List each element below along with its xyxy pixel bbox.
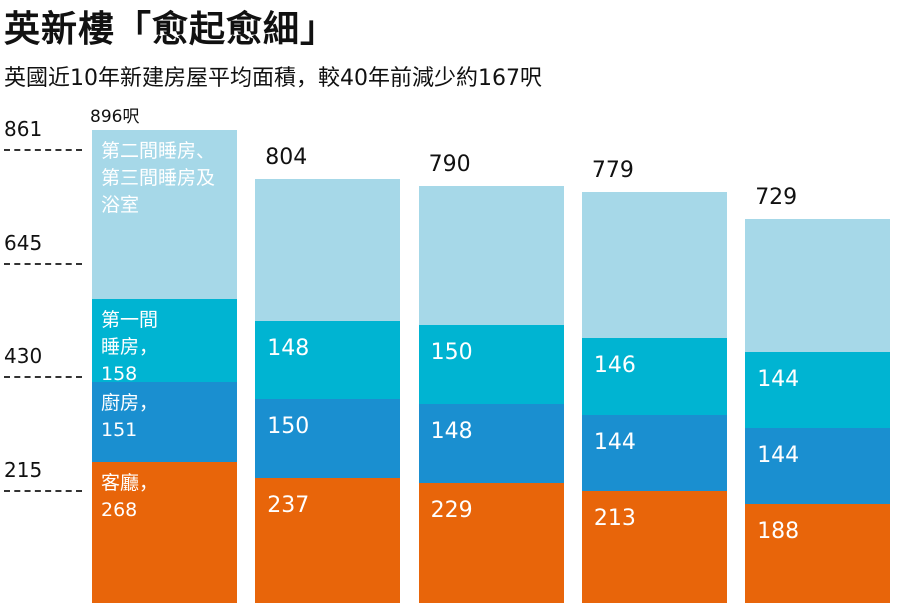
grid-line <box>4 489 82 492</box>
value-label: 148 <box>430 419 473 445</box>
bar-segment <box>418 186 564 326</box>
bar-segment: 廚房， 151 <box>92 382 237 462</box>
value-label: 150 <box>430 340 473 366</box>
value-label: 188 <box>757 519 800 545</box>
y-tick-label: 215 <box>4 457 43 482</box>
segment-label: 144 <box>757 364 799 395</box>
series-name: 廚房， <box>101 392 159 415</box>
bar-segment <box>255 178 401 322</box>
bar-segment: 150 <box>418 325 564 405</box>
grid-line <box>4 376 82 379</box>
y-tick-label: 645 <box>4 230 43 255</box>
value-label: 213 <box>593 506 636 532</box>
segment-label: 229 <box>431 495 473 526</box>
value-label: 237 <box>267 493 310 519</box>
value-label: 144 <box>757 367 800 393</box>
series-name: 第一間睡房， <box>101 308 159 358</box>
value-label: 144 <box>593 430 636 455</box>
total-label: 804 <box>265 144 308 170</box>
segment-label: 150 <box>267 411 309 442</box>
value-label: 229 <box>430 497 473 523</box>
bar-segment: 148 <box>418 404 564 483</box>
value-label: 144 <box>757 443 800 469</box>
bar-segment: 144 <box>745 352 891 429</box>
bar-segment: 146 <box>581 337 727 415</box>
series-name: 客廳， <box>101 471 159 494</box>
segment-label: 廚房， 151 <box>101 390 164 444</box>
value-label: 268 <box>101 498 138 521</box>
segment-label: 146 <box>594 350 636 381</box>
bar-segment: 客廳， 268 <box>92 461 237 603</box>
value-label: 148 <box>267 336 310 362</box>
bar-segment: 237 <box>255 478 401 603</box>
bar-segment: 148 <box>255 321 401 400</box>
value-label: 158 <box>101 362 138 385</box>
bar-segment <box>581 192 727 338</box>
segment-label: 188 <box>757 516 799 547</box>
page: 英新樓「愈起愈細」 英國近10年新建房屋平均面積，較40年前減少約167呎 ((… <box>4 9 891 603</box>
grid-line <box>4 148 82 151</box>
segment-label: 144 <box>594 427 636 458</box>
bar-segment: 第一間睡房， 158 <box>92 298 237 385</box>
bar-segment: 229 <box>418 482 564 603</box>
bar-segment: 第二間睡房、第三間睡房及浴室 <box>92 130 237 299</box>
grid-line <box>4 262 82 265</box>
segment-label: 148 <box>267 333 309 364</box>
series-name: 第二間睡房、第三間睡房及浴室 <box>101 140 216 217</box>
chart-subtitle: 英國近10年新建房屋平均面積，較40年前減少約167呎 <box>4 66 542 91</box>
total-label: 779 <box>591 158 634 184</box>
y-tick-label: 861 <box>4 116 43 141</box>
segment-label: 客廳， 268 <box>101 470 164 524</box>
segment-label: 237 <box>267 490 309 521</box>
value-label: 150 <box>267 414 310 440</box>
total-label: 896呎 <box>90 107 140 128</box>
segment-label: 150 <box>431 337 473 368</box>
segment-label: 148 <box>431 416 473 447</box>
value-label: 151 <box>101 419 138 442</box>
y-tick-label: 430 <box>4 344 43 369</box>
segment-label: 144 <box>757 440 799 471</box>
bar-segment: 213 <box>581 491 727 603</box>
total-label: 790 <box>428 152 471 178</box>
segment-label: 第二間睡房、第三間睡房及浴室 <box>101 138 219 219</box>
chart-title: 英新樓「愈起愈細」 <box>4 9 338 50</box>
bar-segment: 188 <box>745 504 891 603</box>
value-label: 146 <box>593 352 636 378</box>
bar-segment <box>745 218 891 353</box>
segment-label: 213 <box>594 503 636 534</box>
segment-label: 第一間睡房， 158 <box>101 307 164 388</box>
bar-segment: 144 <box>581 415 727 492</box>
bar-segment: 144 <box>745 428 891 505</box>
total-label: 729 <box>755 184 798 210</box>
bar-segment: 150 <box>255 399 401 479</box>
